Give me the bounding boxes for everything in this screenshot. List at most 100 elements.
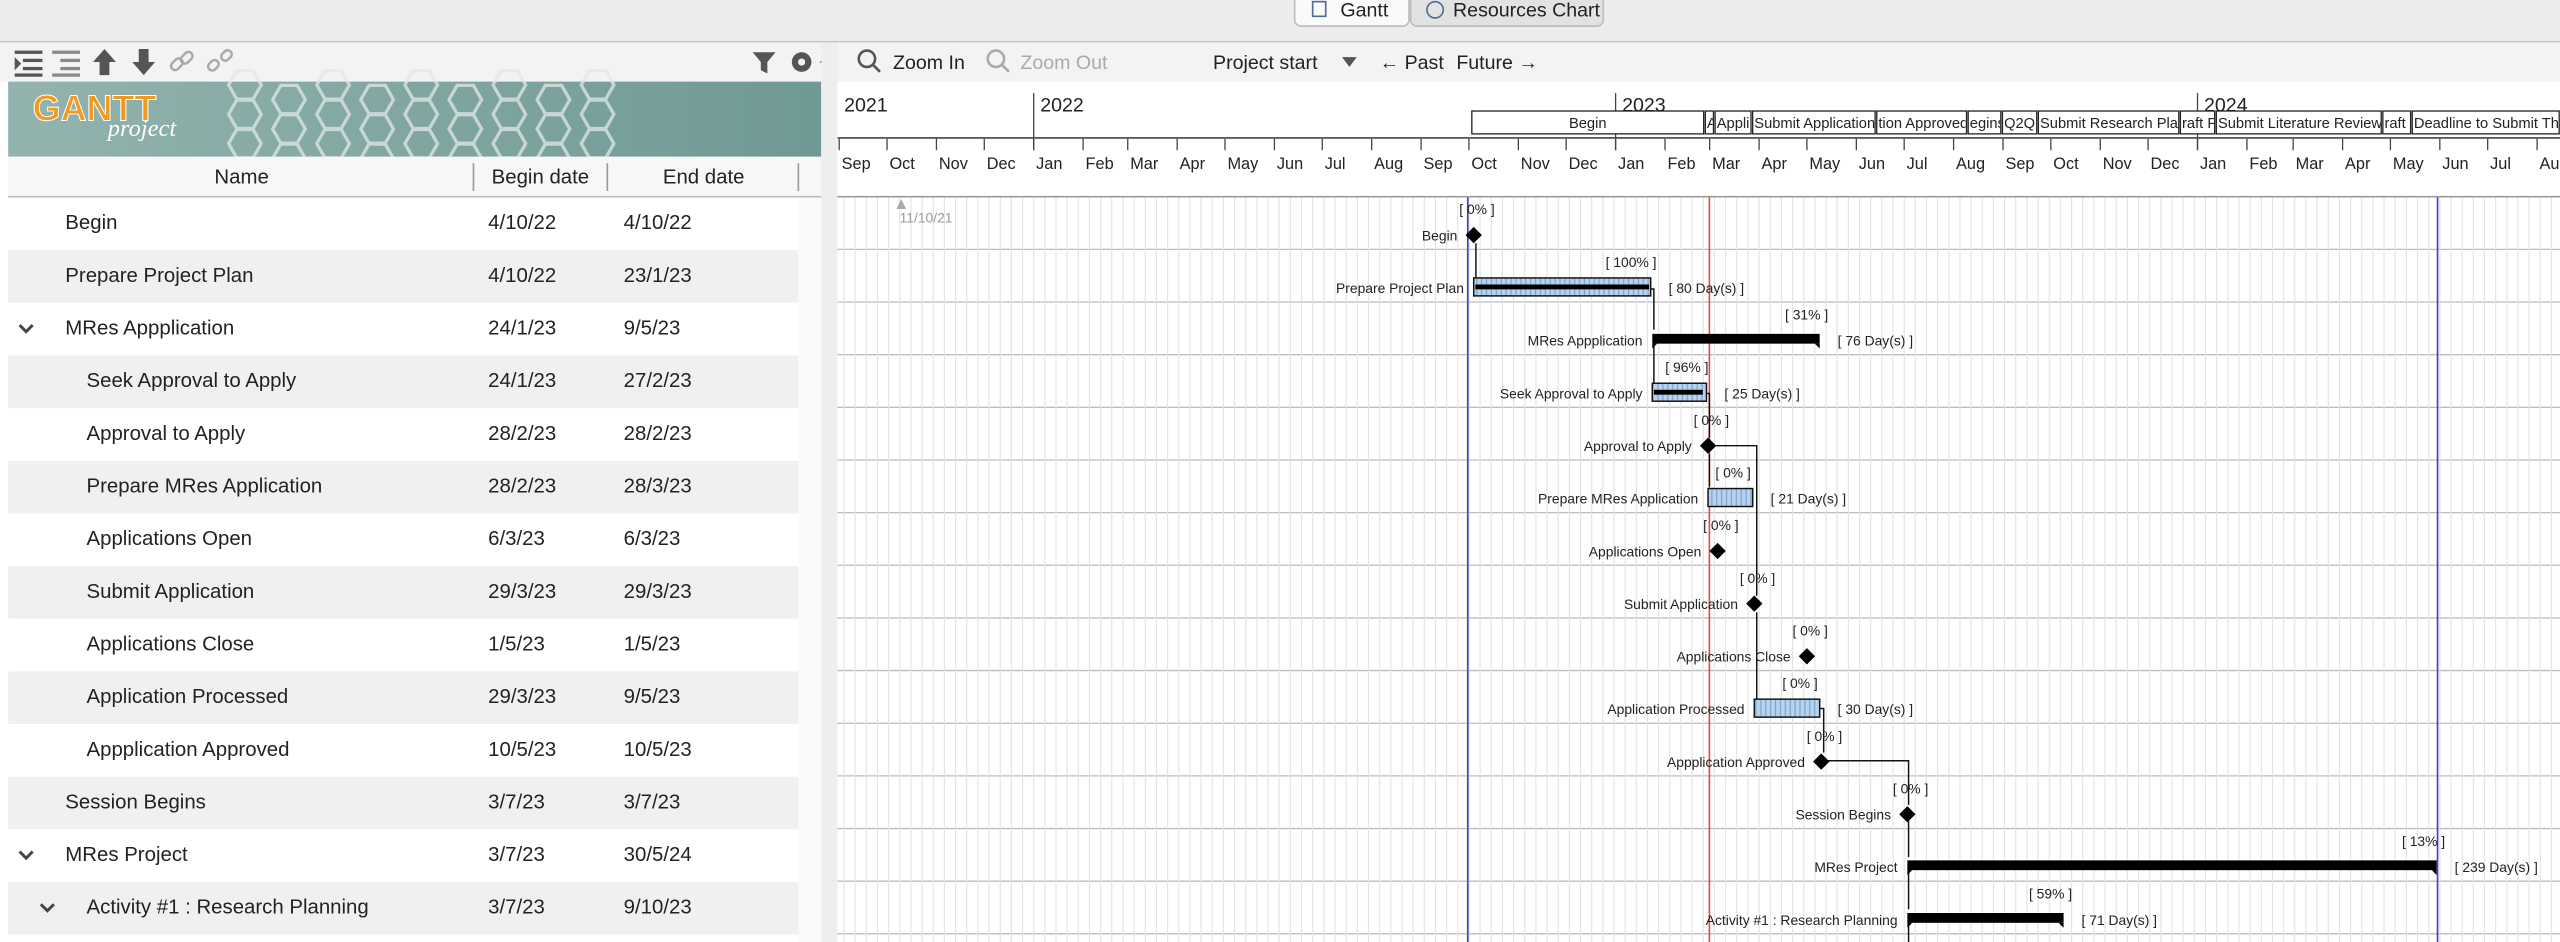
chart-percent: [ 0% ] [1703, 517, 1738, 533]
task-begin: 4/10/22 [488, 212, 556, 234]
task-name[interactable]: Appplication Approved [87, 739, 290, 761]
task-name[interactable]: Prepare MRes Application [87, 476, 323, 498]
task-name[interactable]: Applications Open [87, 528, 253, 550]
summary-bar[interactable] [1652, 333, 1820, 344]
outdent-button[interactable] [52, 50, 80, 77]
column-header[interactable]: Name [214, 166, 268, 188]
milestone-diamond[interactable] [1709, 542, 1726, 560]
task-name[interactable]: Submit Application [87, 581, 255, 603]
task-begin: 3/7/23 [488, 844, 545, 866]
zoom-in-label[interactable]: Zoom In [893, 52, 965, 74]
move-down-button[interactable] [132, 48, 156, 76]
task-name[interactable]: Application Processed [87, 686, 289, 708]
milestone-box [1471, 110, 1705, 135]
milestone-diamond[interactable] [1899, 806, 1916, 823]
milestone-label: egins [1970, 116, 2005, 132]
table-row-bg [8, 355, 799, 409]
zoom-out-button[interactable] [986, 49, 1010, 73]
chart-percent: [ 0% ] [1715, 465, 1750, 481]
table-row-bg [8, 671, 799, 725]
chart-task: Prepare Project Plan [ 100% ] [ 80 Day(s) … [1336, 254, 1744, 297]
task-end: 28/2/23 [624, 423, 692, 445]
table-row-bg [8, 302, 799, 356]
month-label: Feb [2249, 155, 2277, 173]
expand-chevron[interactable] [39, 903, 55, 913]
tab-resources[interactable] [1409, 0, 1605, 27]
milestone-box [2179, 110, 2216, 135]
task-name[interactable]: MRes Project [65, 844, 188, 866]
dependency-link [1650, 288, 1655, 330]
task-name[interactable]: Seek Approval to Apply [87, 370, 298, 392]
column-header[interactable]: End date [663, 166, 745, 188]
chart-task-name: Begin [1422, 227, 1457, 243]
chart-task-name: Prepare MRes Application [1538, 491, 1698, 507]
milestone-diamond[interactable] [1746, 595, 1763, 612]
tab-gantt[interactable] [1293, 0, 1410, 27]
past-button[interactable]: ← Past [1380, 52, 1445, 74]
task-name[interactable]: Approval to Apply [87, 423, 247, 445]
zoom-out-label[interactable]: Zoom Out [1020, 52, 1108, 74]
task-end: 4/10/22 [624, 212, 692, 234]
expand-chevron[interactable] [18, 850, 34, 861]
task-name[interactable]: Session Begins [65, 791, 206, 813]
milestone-label: Submit Literature Review [2218, 116, 2382, 132]
milestone-diamond[interactable] [1798, 648, 1816, 665]
month-label: Apr [2345, 155, 2371, 173]
timeline-milestone: Q2Q [2001, 110, 2038, 135]
month-label: Mar [2296, 155, 2325, 173]
zoom-in-button[interactable] [857, 49, 881, 73]
summary-bar[interactable] [1907, 860, 2437, 871]
milestone-diamond[interactable] [1813, 753, 1830, 770]
task-bar[interactable] [1707, 487, 1754, 508]
month-label: Jun [1859, 155, 1885, 173]
milestone-box [1704, 110, 1715, 135]
column-header[interactable]: Begin date [492, 166, 590, 188]
table-row-bg [8, 776, 799, 830]
table-row-bg [8, 934, 799, 942]
chart-task: MRes Appplication [ 31% ] [ 76 Day(s) ] [1528, 307, 1913, 349]
month-label: Dec [987, 155, 1016, 173]
month-label: Nov [2103, 155, 2133, 173]
chart-percent: [ 0% ] [1459, 201, 1494, 217]
indent-button[interactable] [14, 50, 43, 77]
chart-task: Applications Open[ 0% ] [1589, 517, 1739, 559]
task-name[interactable]: Applications Close [87, 633, 255, 655]
task-name[interactable]: Prepare Project Plan [65, 265, 253, 287]
month-label: Jul [1325, 155, 1346, 173]
chart-duration: [ 80 Day(s) ] [1669, 280, 1744, 296]
month-label: Nov [939, 155, 969, 173]
move-up-button[interactable] [93, 48, 116, 76]
task-name[interactable]: Activity #1 : Research Planning [87, 897, 369, 919]
table-row-bg [8, 829, 799, 883]
task-begin: 28/2/23 [488, 423, 556, 445]
filter-button[interactable] [752, 52, 776, 74]
task-begin: 28/2/23 [488, 476, 556, 498]
logo-banner [8, 81, 822, 157]
summary-bar[interactable] [1907, 913, 2064, 923]
logo-sub: project [106, 115, 178, 142]
unlink-button[interactable] [206, 49, 233, 73]
milestone-diamond[interactable] [1465, 226, 1482, 244]
project-start-label[interactable]: Project start [1213, 52, 1318, 74]
timeline-milestone: Submit Application [1752, 110, 1876, 135]
future-button[interactable]: Future → [1456, 52, 1538, 74]
tab-label[interactable]: Gantt [1340, 0, 1388, 22]
tab-label[interactable]: Resources Chart [1453, 0, 1600, 22]
timeline-milestone: Begin [1471, 110, 1705, 135]
milestone-label: tion Approved [1878, 116, 1968, 132]
splitter[interactable] [821, 42, 838, 942]
expand-chevron[interactable] [18, 324, 34, 334]
milestone-diamond[interactable] [1699, 437, 1717, 454]
chart-percent: [ 0% ] [1740, 570, 1775, 586]
task-name[interactable]: MRes Appplication [65, 318, 234, 340]
milestone-label: Submit Application [1754, 116, 1875, 132]
project-start-dropdown[interactable] [1342, 57, 1357, 67]
task-bar[interactable] [1753, 698, 1821, 718]
settings-button[interactable] [791, 52, 812, 72]
chart-percent: [ 0% ] [1782, 675, 1817, 691]
timeline-milestone: egins [1967, 110, 2005, 135]
link-button[interactable] [169, 50, 194, 72]
milestone-label: A [1707, 116, 1717, 132]
task-name[interactable]: Begin [65, 212, 117, 234]
month-label: Nov [1521, 155, 1551, 173]
